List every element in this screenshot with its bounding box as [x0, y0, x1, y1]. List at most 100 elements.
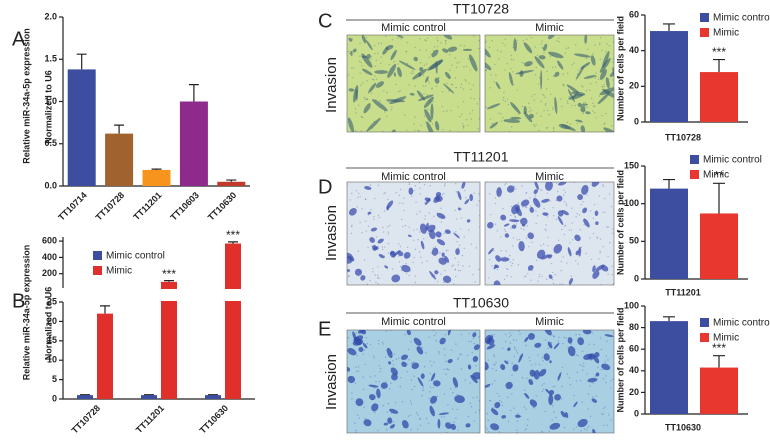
pore [540, 100, 542, 103]
pore [573, 428, 575, 430]
legend-label: Mimic control [713, 13, 770, 24]
pore [595, 81, 598, 84]
pore [387, 198, 389, 201]
legend-swatch [690, 155, 699, 164]
pore [459, 269, 462, 272]
pore [495, 74, 497, 76]
cell [431, 49, 439, 58]
pore [399, 245, 402, 248]
pore [373, 218, 375, 221]
pore [537, 354, 539, 356]
significance: *** [712, 341, 726, 355]
y-tick-label: 0 [634, 273, 639, 283]
pore [583, 223, 585, 226]
pore [565, 204, 568, 207]
pore [510, 227, 512, 229]
pore [356, 354, 359, 357]
pore [596, 236, 599, 239]
pore [449, 388, 452, 390]
pore [371, 78, 374, 81]
pore [428, 56, 430, 59]
x-tick-label: TT10630 [198, 403, 231, 436]
pore [545, 103, 547, 105]
pore [553, 335, 556, 337]
pore [419, 37, 421, 40]
cell [472, 355, 479, 363]
cell [512, 364, 519, 372]
image-label: Mimic [535, 22, 564, 34]
pore [387, 242, 390, 245]
pore [551, 66, 554, 69]
pore [550, 341, 553, 344]
pore [413, 123, 415, 125]
pore [578, 214, 581, 216]
pore [583, 428, 586, 430]
pore [603, 86, 606, 88]
pore [445, 249, 448, 252]
pore [398, 261, 401, 263]
bar [161, 281, 177, 399]
pore [608, 45, 611, 47]
pore [525, 237, 528, 240]
pore [429, 185, 431, 187]
pore [515, 188, 517, 190]
pore [494, 197, 497, 199]
pore [504, 38, 507, 40]
cell [457, 190, 462, 201]
micrograph-cells [347, 182, 480, 285]
pore [399, 385, 401, 388]
pore [436, 45, 439, 48]
pore [498, 58, 500, 60]
cell [500, 257, 510, 262]
pore [504, 44, 507, 46]
pore [423, 93, 425, 95]
pore [440, 221, 443, 223]
pore [576, 123, 579, 125]
pore [457, 247, 460, 249]
pore [513, 407, 515, 409]
cell [485, 44, 491, 58]
legend-label: Mimic control [713, 318, 770, 329]
pore [539, 189, 542, 191]
bar [205, 395, 221, 399]
pore [366, 98, 368, 101]
pore [391, 268, 394, 270]
pore [479, 194, 480, 197]
pore [423, 64, 426, 66]
pore [438, 351, 440, 353]
pore [377, 339, 380, 342]
pore [431, 123, 434, 125]
pore [425, 121, 427, 123]
pore [433, 361, 435, 363]
pore [544, 104, 546, 106]
cell [385, 44, 394, 50]
pore [462, 265, 464, 267]
pore [575, 333, 577, 336]
pore [609, 242, 611, 244]
cell [428, 229, 436, 240]
pore [354, 422, 356, 424]
pore [356, 206, 358, 208]
cell [473, 344, 480, 351]
cell [375, 81, 384, 88]
pore [347, 75, 348, 77]
cell [376, 388, 381, 399]
pore [399, 89, 401, 92]
pore [552, 108, 554, 111]
pore [582, 200, 584, 203]
pore [612, 283, 614, 285]
pore [567, 102, 569, 105]
pore [361, 116, 363, 118]
pore [362, 388, 365, 391]
pore [377, 277, 379, 279]
cell [425, 197, 431, 206]
cell [494, 401, 501, 409]
pore [437, 40, 439, 42]
pore [552, 282, 555, 285]
pore [581, 365, 583, 367]
cell [504, 233, 510, 238]
pore [599, 251, 601, 254]
cell [411, 362, 420, 370]
pore [542, 47, 544, 50]
pore [604, 406, 606, 408]
